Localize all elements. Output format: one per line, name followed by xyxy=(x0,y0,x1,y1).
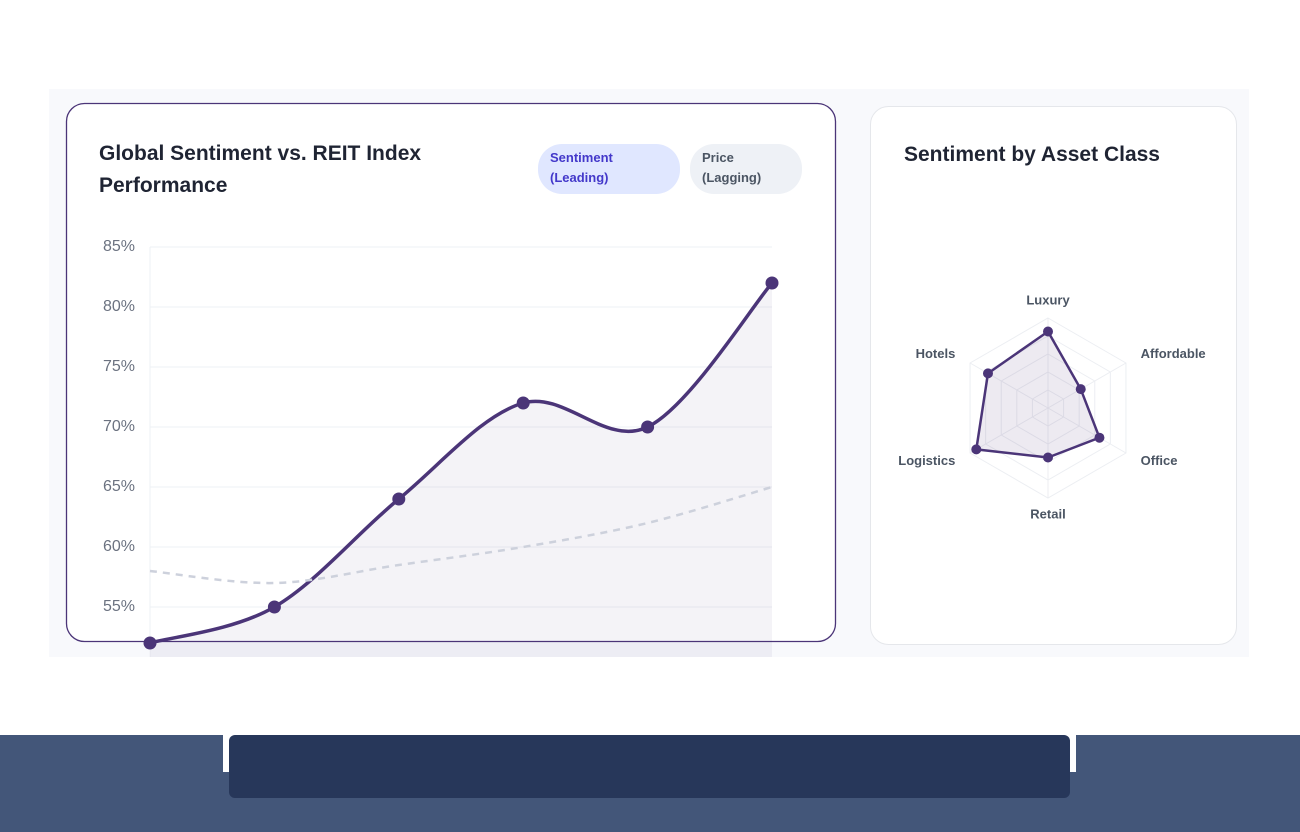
chart-title: Global Sentiment vs. REIT Index Performa… xyxy=(99,142,422,197)
axis-label: Hotels xyxy=(916,346,956,361)
point xyxy=(392,492,406,506)
y-tick-label: 85% xyxy=(103,238,135,255)
point xyxy=(982,368,993,379)
y-tick-label: 55% xyxy=(103,598,135,615)
point xyxy=(516,396,530,410)
chart-title: Sentiment by Asset Class xyxy=(904,143,1160,166)
legend-item[interactable]: Sentiment (Leading) xyxy=(538,144,680,194)
spoke xyxy=(1047,362,1127,409)
point xyxy=(971,444,982,455)
y-tick-label: 80% xyxy=(103,298,135,315)
y-tick-label: 75% xyxy=(103,358,135,375)
line-card xyxy=(65,102,837,643)
y-tick-label: 70% xyxy=(103,418,135,435)
axis-label: Office xyxy=(1141,453,1178,468)
point xyxy=(267,600,281,614)
axis-label: Luxury xyxy=(1026,292,1070,307)
plot xyxy=(149,246,774,657)
bottom-input[interactable] xyxy=(229,735,1070,798)
point xyxy=(1043,326,1053,337)
spoke xyxy=(969,362,1049,409)
spoke xyxy=(969,407,1049,454)
point xyxy=(1094,432,1105,443)
point xyxy=(765,276,779,290)
radar: Luxury Affordable Office Retail Logistics Hot… xyxy=(898,292,1205,521)
axis-label: Affordable xyxy=(1141,346,1206,361)
axis-label: Logistics xyxy=(898,453,955,468)
legend-item[interactable]: Price (Lagging) xyxy=(690,144,802,194)
point xyxy=(1075,384,1086,395)
point xyxy=(641,420,655,434)
axis-label: Retail xyxy=(1030,506,1065,521)
area xyxy=(150,283,772,657)
y-tick-label: 60% xyxy=(103,538,135,555)
spoke xyxy=(1047,407,1127,454)
point xyxy=(1043,452,1053,463)
line xyxy=(149,485,773,585)
point xyxy=(143,636,157,650)
y-tick-label: 65% xyxy=(103,478,135,495)
